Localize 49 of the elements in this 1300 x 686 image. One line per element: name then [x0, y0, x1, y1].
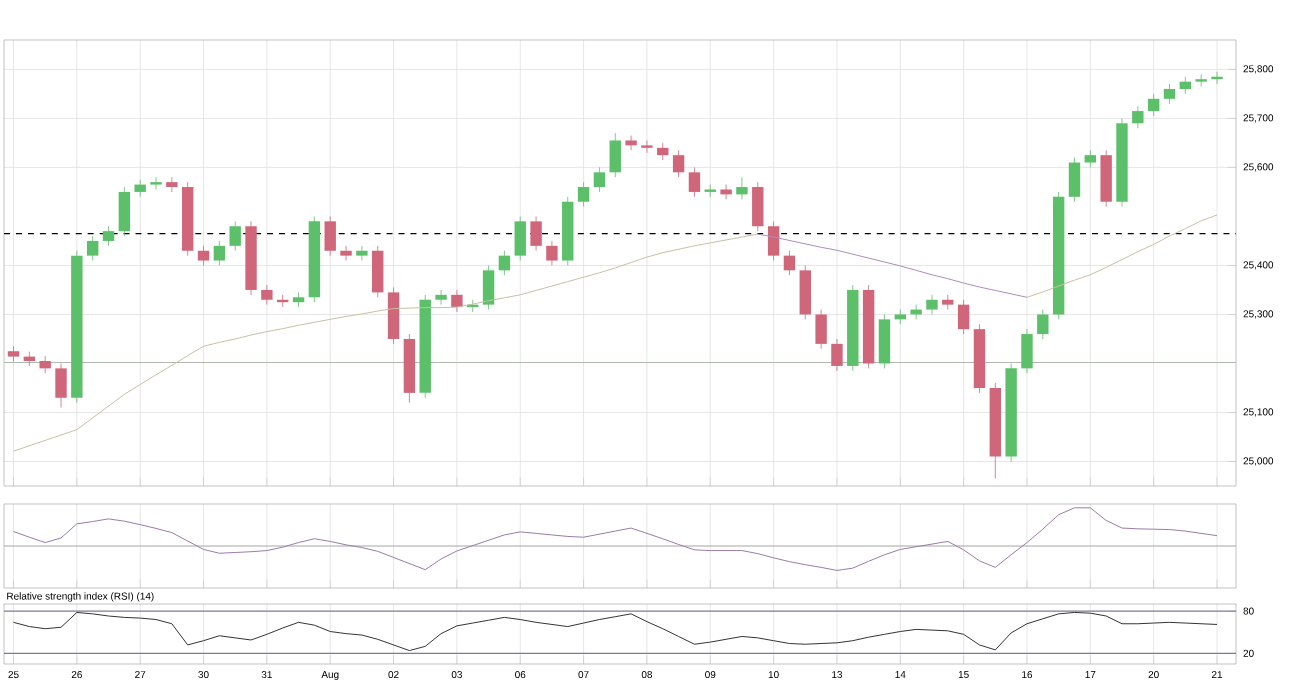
candlestick [815, 308, 827, 349]
candlestick [86, 235, 99, 261]
candlestick [1132, 105, 1144, 129]
candlestick [197, 245, 210, 266]
candlestick [482, 264, 495, 310]
candlestick [1037, 308, 1049, 340]
candlestick [577, 181, 590, 207]
candlestick [1021, 328, 1033, 374]
candlestick [593, 166, 606, 193]
candlestick [213, 240, 226, 266]
candlestick [530, 215, 542, 251]
candlestick [514, 215, 526, 261]
candlestick [688, 166, 701, 197]
candlestick [767, 220, 780, 261]
candlestick [957, 299, 970, 335]
candlestick [546, 240, 558, 266]
candlestick [340, 245, 352, 261]
candlestick [229, 220, 241, 251]
candlestick [736, 176, 748, 200]
candlestick [435, 289, 447, 305]
candlestick [609, 132, 621, 178]
candlestick [451, 289, 463, 313]
candlestick [926, 294, 938, 315]
candlestick [261, 284, 273, 305]
candlestick [102, 225, 115, 246]
candlestick [783, 250, 796, 276]
candlestick [641, 139, 653, 153]
candlestick [625, 134, 637, 151]
candlestick [878, 313, 891, 369]
candlestick [831, 338, 843, 371]
candlestick [356, 245, 368, 261]
candlestick [720, 183, 732, 200]
candlestick [55, 362, 67, 408]
candlestick [752, 181, 764, 232]
candlestick [704, 183, 716, 197]
candlestick [799, 264, 811, 320]
candlestick [324, 215, 336, 256]
candlestick [372, 245, 384, 298]
candlestick [166, 176, 178, 193]
candlestick [1195, 73, 1207, 87]
candlestick [498, 250, 511, 276]
candlestick [1147, 93, 1160, 117]
candlestick [387, 286, 400, 344]
candlestick [672, 149, 685, 178]
candlestick [1068, 156, 1081, 202]
candlestick [118, 186, 131, 237]
candlestick [1100, 149, 1112, 207]
candlestick [1163, 83, 1176, 104]
candlestick [150, 176, 162, 190]
